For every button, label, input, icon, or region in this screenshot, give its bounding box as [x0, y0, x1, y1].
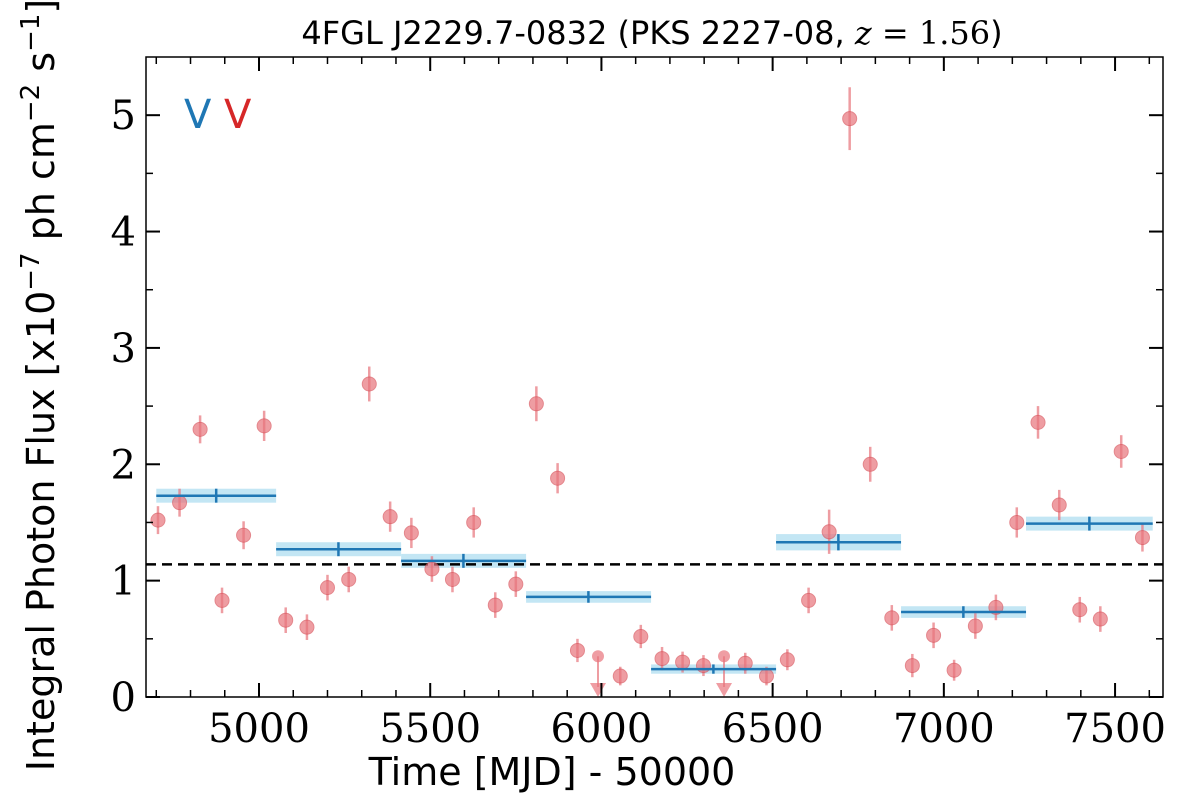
x-tick-label-5: 7500: [1064, 706, 1166, 752]
flux-point-15: [466, 514, 482, 530]
flux-point-35: [884, 610, 900, 626]
flux-point-20: [569, 642, 585, 658]
flux-point-0: [150, 512, 166, 528]
binned-flux-bands: [156, 488, 1153, 674]
upper-limit-arrow-21: [590, 683, 606, 697]
upper-limit-arrow-27: [716, 683, 733, 697]
flux-point-14: [444, 571, 460, 587]
flux-point-38: [946, 662, 962, 678]
flux-point-34: [862, 456, 878, 472]
flux-point-17: [508, 576, 524, 592]
x-tick-label-3: 6500: [722, 706, 824, 752]
y-tick-label-2: 2: [111, 442, 136, 488]
flux-point-10: [361, 376, 377, 392]
binned-flux-lines: [156, 488, 1153, 674]
y-tick-label-0: 0: [111, 675, 136, 721]
flux-point-13: [424, 561, 440, 577]
chart-title: 4FGL J2229.7-0832 (PKS 2227-08, z = 1.56…: [301, 14, 1002, 52]
x-axis-label: Time [MJD] - 50000: [368, 750, 736, 794]
flux-point-11: [382, 509, 398, 525]
flux-point-41: [1009, 514, 1025, 530]
flux-point-47: [1134, 530, 1150, 546]
flux-point-31: [801, 592, 817, 608]
y-axis-label: Integral Photon Flux [x10−7 ph cm−2 s−1]: [16, 0, 63, 771]
y-tick-label-1: 1: [111, 559, 136, 605]
flux-point-37: [926, 627, 942, 643]
monthly-flux-points: [150, 87, 1150, 697]
flux-point-43: [1051, 497, 1067, 513]
flux-point-9: [341, 571, 357, 587]
flux-point-19: [550, 470, 566, 486]
flux-point-22: [612, 668, 628, 684]
flux-point-12: [403, 525, 419, 541]
tick-labels: 5000 5500 6000 6500 7000 7500 0 1 2 3 4 5: [111, 93, 1166, 752]
x-tick-label-0: 5000: [208, 706, 310, 752]
flux-point-25: [675, 654, 691, 670]
y-tick-label-3: 3: [111, 326, 136, 372]
flux-point-29: [758, 668, 774, 684]
x-tick-label-2: 6000: [551, 706, 653, 752]
flux-point-8: [319, 580, 335, 596]
legend-v-blue: V: [184, 92, 212, 138]
legend-v-red: V: [224, 92, 252, 138]
flux-point-3: [214, 592, 230, 608]
flux-point-39: [967, 618, 983, 634]
flux-point-2: [192, 421, 208, 437]
flux-point-33: [842, 111, 858, 127]
flux-point-32: [821, 524, 837, 540]
x-tick-label-1: 5500: [379, 706, 481, 752]
y-tick-label-5: 5: [111, 93, 136, 139]
flux-point-18: [528, 396, 544, 412]
flux-point-30: [779, 652, 795, 668]
flux-point-23: [633, 628, 649, 644]
flux-point-5: [256, 418, 272, 434]
flux-point-42: [1030, 414, 1046, 430]
flux-point-16: [487, 597, 503, 613]
flux-point-1: [172, 495, 188, 511]
flux-point-36: [904, 658, 920, 674]
flux-point-46: [1113, 443, 1129, 459]
flux-point-7: [299, 619, 315, 635]
flux-point-6: [278, 612, 294, 628]
upper-limit-point-21: [592, 650, 604, 663]
flux-point-4: [236, 527, 252, 543]
flux-point-45: [1092, 611, 1108, 627]
y-tick-label-4: 4: [111, 210, 136, 256]
flux-point-44: [1072, 602, 1088, 618]
x-tick-label-4: 7000: [893, 706, 995, 752]
flux-point-26: [695, 658, 711, 674]
axis-ticks: [146, 57, 1163, 698]
plot-frame: [145, 56, 1164, 698]
upper-limit-point-27: [718, 650, 731, 663]
flux-point-24: [654, 651, 670, 667]
